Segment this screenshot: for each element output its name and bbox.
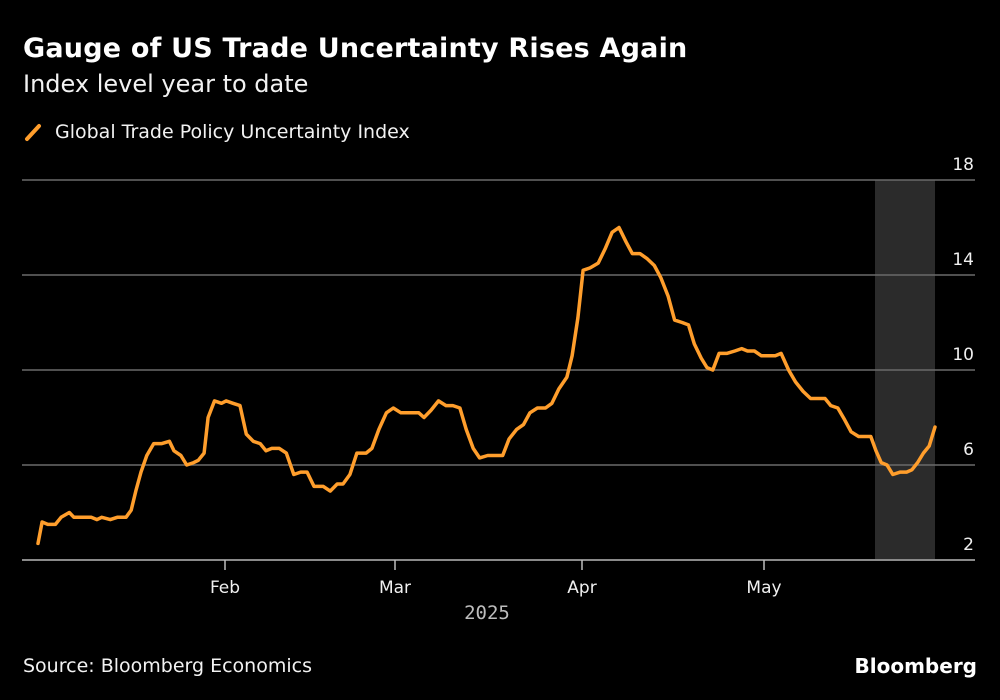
y-tick-label-10: 10: [952, 345, 974, 365]
legend: Global Trade Policy Uncertainty Index: [23, 121, 410, 143]
chart-title: Gauge of US Trade Uncertainty Rises Agai…: [23, 33, 688, 64]
y-tick-label-18: 18: [952, 155, 974, 175]
legend-label: Global Trade Policy Uncertainty Index: [55, 121, 410, 143]
y-tick-label-2: 2: [963, 535, 974, 555]
chart-subtitle: Index level year to date: [23, 70, 309, 98]
x-tick-label-may: May: [746, 578, 781, 598]
y-tick-label-14: 14: [952, 250, 974, 270]
y-tick-label-6: 6: [963, 440, 974, 460]
line-swatch-icon: [23, 121, 45, 143]
bloomberg-logo: Bloomberg: [854, 654, 977, 678]
x-tick-label-mar: Mar: [379, 578, 411, 598]
x-tick-label-feb: Feb: [210, 578, 240, 598]
series-line-global-trade-policy-uncertainty-index: [36, 225, 937, 546]
x-tick-label-apr: Apr: [567, 578, 596, 598]
source-note: Source: Bloomberg Economics: [23, 655, 312, 677]
x-axis-year-label: 2025: [464, 602, 510, 624]
